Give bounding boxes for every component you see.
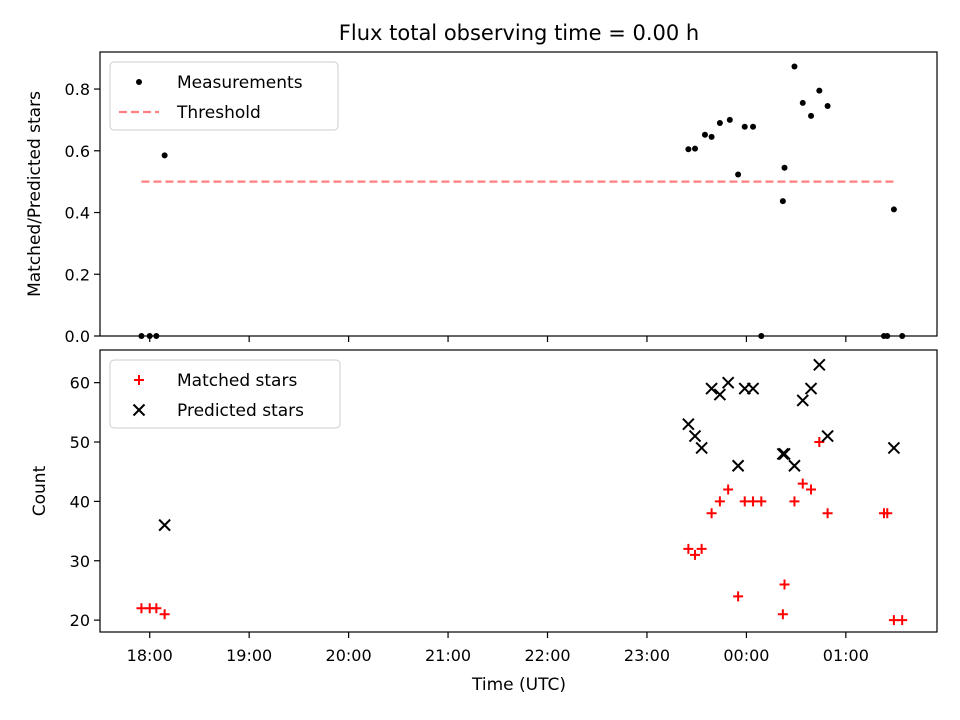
bottom-matched-stars-point-4 [683,543,694,554]
bottom-legend-box [109,359,341,429]
top-measurements-point-23 [890,206,897,213]
bottom-predicted-stars-point-14 [804,382,818,395]
top-measurements-point-6 [701,131,708,138]
top-measurements-point-16 [791,63,798,70]
x-tick-label-1: 19:00 [226,646,272,665]
bottom-plot-marks: 18:00 19:00 20:00 21:00 22:00 23:00 00:00 01:00… [70,349,938,665]
bottom-predicted-stars-point-4 [705,382,718,395]
top-y-tick-label-0: 0.0 [65,327,90,346]
top-y-axis-label: Matched/Predicted stars [25,91,45,297]
bottom-predicted-stars-point-7 [731,459,745,472]
bottom-matched-stars-point-9 [723,484,734,495]
top-measurements-point-12 [750,123,757,130]
bottom-predicted-stars-point-9 [746,382,760,395]
bottom-matched-stars-point-20 [822,508,833,519]
bottom-matched-stars-point-10 [733,591,744,602]
bottom-plot-frame [99,349,938,633]
bottom-predicted-stars-point-3 [695,441,708,455]
bottom-matched-stars-point-2 [151,603,162,614]
bottom-predicted-stars-point-2 [688,429,702,443]
bottom-predicted-stars-point-10 [776,447,790,461]
bottom-matched-stars-point-17 [797,478,808,489]
x-tick-label-5: 23:00 [624,646,670,665]
bottom-predicted-stars-point-13 [796,394,809,407]
bottom-predicted-stars-point-6 [721,376,735,389]
top-y-tick-label-3: 0.6 [65,142,90,161]
top-measurements-point-8 [716,120,723,126]
bottom-matched-stars-point-5 [690,549,701,560]
bottom-matched-stars-point-13 [756,496,767,507]
bottom-legend-label-0: Matched stars [177,371,297,391]
bottom-matched-stars-point-16 [789,496,800,507]
top-measurements-point-7 [708,133,715,140]
bottom-legend-marker-0 [134,375,144,385]
bottom-matched-stars-point-15 [779,579,790,590]
top-legend-box [109,61,339,131]
x-tick-label-3: 21:00 [425,646,471,665]
bottom-matched-stars-point-3 [159,609,170,620]
bottom-y-axis-label: Count [30,465,50,516]
top-measurements-point-4 [685,146,692,153]
bottom-matched-stars-point-14 [777,609,788,620]
top-measurements-point-11 [741,123,748,130]
bottom-predicted-stars-point-5 [713,388,727,401]
top-measurements-point-5 [692,145,699,152]
top-measurements-point-14 [779,198,786,205]
bottom-predicted-stars-point-0 [158,518,171,532]
bottom-predicted-stars-point-1 [682,418,695,431]
top-measurements-point-19 [816,87,823,94]
x-tick-label-4: 22:00 [524,646,570,665]
top-y-tick-label-1: 0.2 [65,265,90,284]
top-measurements-point-15 [781,164,788,171]
bottom-predicted-stars-point-11 [778,447,791,461]
bottom-predicted-stars-point-12 [788,459,801,472]
bottom-legend-marker-1 [132,403,146,417]
bottom-predicted-stars-point-15 [813,358,826,372]
bottom-y-tick-label-1: 30 [70,552,90,571]
bottom-y-tick-label-4: 60 [70,374,90,393]
top-legend-label-0: Measurements [177,73,303,93]
bottom-predicted-stars-point-16 [821,429,834,443]
x-tick-label-2: 20:00 [326,646,372,665]
bottom-predicted-stars-point-17 [887,441,901,455]
x-tick-label-6: 00:00 [723,646,769,665]
top-y-tick-label-4: 0.8 [65,80,90,99]
top-measurements-point-20 [824,103,831,110]
bottom-legend-label-1: Predicted stars [177,401,304,421]
bottom-y-tick-label-0: 20 [70,611,90,630]
bottom-matched-stars-point-22 [882,508,893,519]
bottom-matched-stars-point-8 [714,496,725,507]
top-measurements-point-10 [735,171,742,178]
x-tick-label-0: 18:00 [127,646,173,665]
top-legend-label-1: Threshold [176,103,261,123]
x-axis-label: Time (UTC) [471,675,566,695]
bottom-matched-stars-point-18 [806,484,817,495]
x-tick-label-7: 01:00 [823,646,869,665]
top-plot-marks: 0.0 0.2 0.4 0.6 0.8 Measurements Threshold [65,51,938,346]
top-plot-frame [99,51,938,337]
top-y-tick-label-2: 0.4 [65,204,90,223]
top-measurements-point-9 [726,116,733,123]
top-measurements-point-3 [161,152,168,159]
top-measurements-point-17 [799,99,806,106]
top-legend-marker-0 [136,79,142,85]
bottom-matched-stars-point-7 [706,508,717,519]
top-measurements-point-18 [808,112,815,119]
bottom-matched-stars-point-24 [897,615,908,626]
chart-title: Flux total observing time = 0.00 h [339,21,699,45]
bottom-y-tick-label-2: 40 [70,492,90,511]
bottom-y-tick-label-3: 50 [70,433,90,452]
bottom-matched-stars-point-6 [696,543,707,554]
